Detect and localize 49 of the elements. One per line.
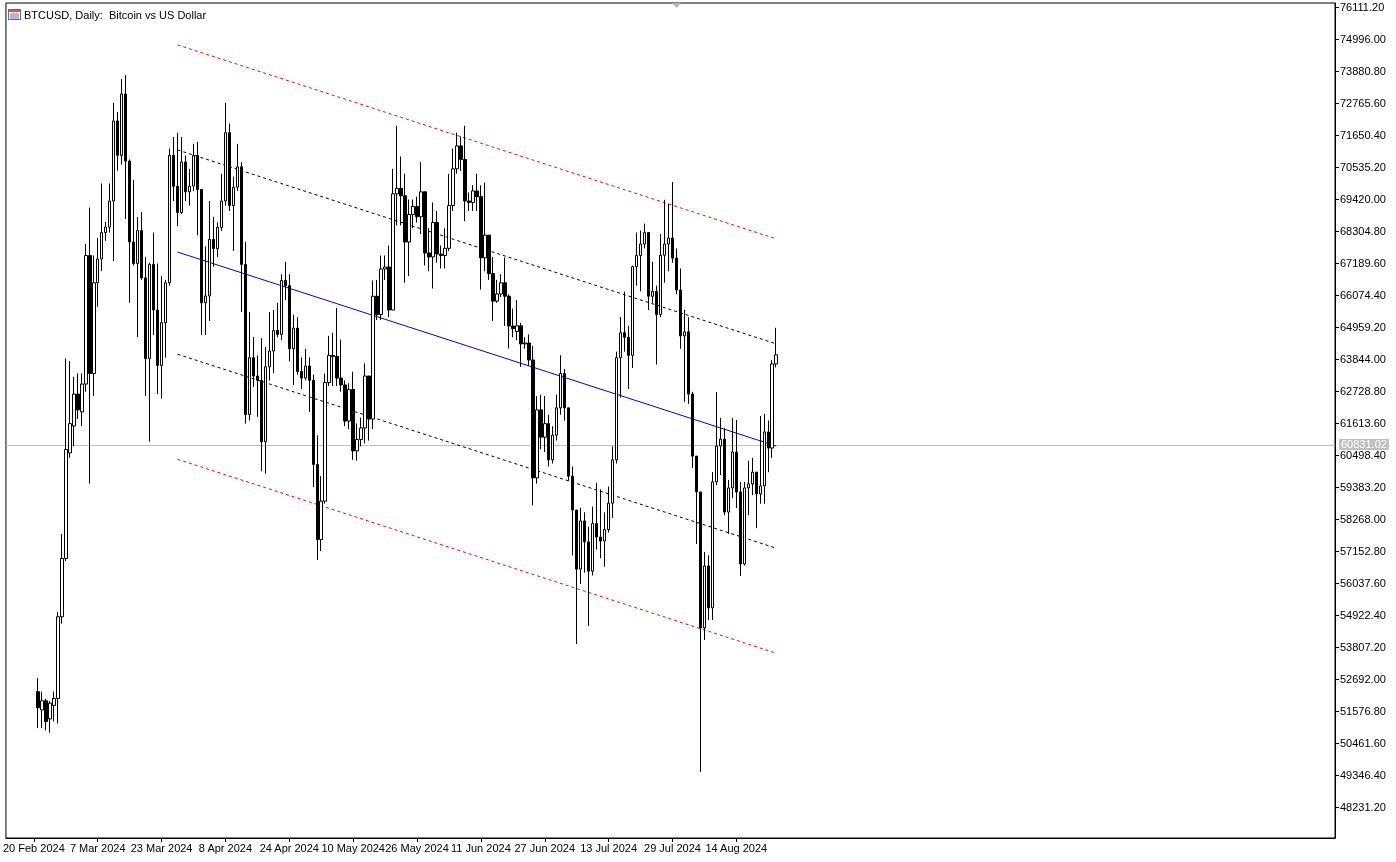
ref-line-label: 60831.02: [1341, 438, 1387, 451]
y-tick-label: 71650.40: [1340, 128, 1386, 141]
candlestick: [463, 125, 467, 222]
chart-title: BTCUSD, Daily: Bitcoin vs US Dollar: [24, 8, 207, 21]
y-tick-label: 49346.40: [1340, 768, 1386, 781]
y-tick-label: 64959.20: [1340, 320, 1386, 333]
y-tick-label: 56037.60: [1340, 576, 1386, 589]
y-tick-label: 48231.20: [1340, 800, 1386, 813]
y-tick-label: 73880.80: [1340, 64, 1386, 77]
candlestick: [351, 371, 355, 461]
y-tick-label: 63844.00: [1340, 352, 1386, 365]
y-tick-label: 76111.20: [1340, 0, 1385, 13]
y-tick-label: 50461.60: [1340, 736, 1386, 749]
candlestick: [379, 255, 383, 321]
y-tick-label: 72765.60: [1340, 96, 1386, 109]
x-tick-label: 10 May 2024: [321, 841, 385, 854]
x-tick-label: 7 Mar 2024: [69, 841, 126, 854]
y-tick-label: 54922.40: [1340, 608, 1386, 621]
y-tick-label: 53807.20: [1340, 640, 1386, 653]
y-tick-label: 67189.60: [1340, 256, 1386, 269]
y-tick-label: 69420.00: [1340, 192, 1386, 205]
y-tick-label: 66074.40: [1340, 288, 1386, 301]
y-tick-label: 51576.80: [1340, 704, 1386, 717]
x-tick-label: 20 Feb 2024: [3, 841, 65, 854]
y-tick-label: 62728.80: [1340, 384, 1386, 397]
x-tick-label: 23 Mar 2024: [130, 841, 193, 854]
candlestick: [431, 201, 435, 290]
x-tick-label: 27 Jun 2024: [514, 841, 576, 854]
candlestick: [36, 677, 40, 729]
y-tick-label: 61613.60: [1340, 416, 1386, 429]
x-tick-label: 29 Jul 2024: [644, 841, 701, 854]
y-tick-label: 58268.00: [1340, 512, 1386, 525]
x-tick-label: 26 May 2024: [385, 841, 449, 854]
y-tick-label: 60498.40: [1340, 448, 1386, 461]
candlestick: [88, 207, 92, 485]
x-tick-label: 8 Apr 2024: [198, 841, 253, 854]
x-tick-label: 24 Apr 2024: [259, 841, 319, 854]
y-tick-label: 57152.80: [1340, 544, 1386, 557]
candlestick: [763, 413, 766, 505]
x-tick-label: 13 Jul 2024: [580, 841, 638, 854]
candlestick: [112, 102, 115, 262]
y-tick-label: 68304.80: [1340, 224, 1386, 237]
y-tick-label: 70535.20: [1340, 160, 1386, 173]
x-tick-label: 11 Jun 2024: [451, 841, 511, 854]
y-tick-label: 74996.00: [1340, 32, 1386, 45]
x-tick-label: 14 Aug 2024: [705, 841, 768, 854]
y-tick-label: 52692.00: [1340, 672, 1386, 685]
y-tick-label: 59383.20: [1340, 480, 1386, 493]
candlestick: [363, 362, 367, 444]
